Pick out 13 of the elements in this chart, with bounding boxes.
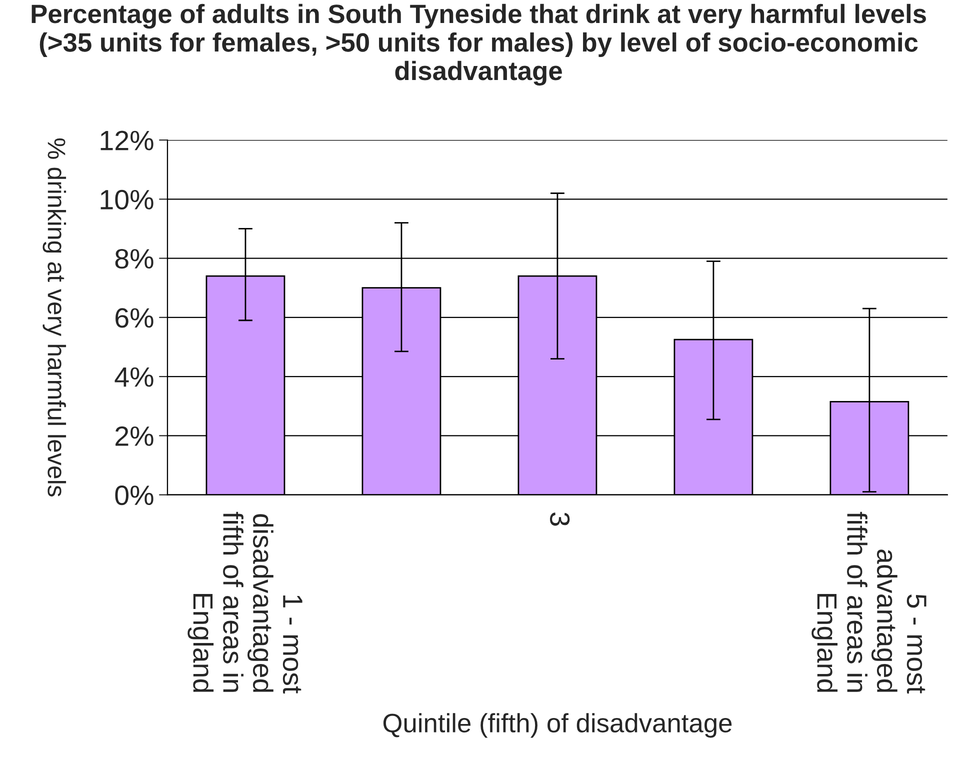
y-tick-label: 8% — [115, 248, 154, 269]
y-tick-label: 4% — [114, 367, 154, 387]
y-tick-label: 10% — [100, 190, 154, 210]
y-axis-title: % drinking at very harmful levels — [42, 138, 66, 496]
y-tick-label: 12% — [100, 130, 154, 150]
y-tick-label: 6% — [116, 308, 154, 328]
y-tick-label: 0% — [115, 485, 154, 506]
x-tick-label: 5 - most advantaged fifth of areas in England — [812, 512, 926, 694]
chart-title: Percentage of adults in South Tyneside that drink at very harmful levels (>35 units for females, >50 units for males) by level of socio-economic disadvantage — [32, 4, 926, 86]
x-tick-label: 3 — [550, 512, 570, 526]
x-tick-label: 1 - most disadvantaged fifth of areas in England — [188, 512, 302, 694]
x-axis-title: Quintile (fifth) of disadvantage — [383, 713, 732, 738]
y-tick-label: 2% — [116, 426, 154, 446]
